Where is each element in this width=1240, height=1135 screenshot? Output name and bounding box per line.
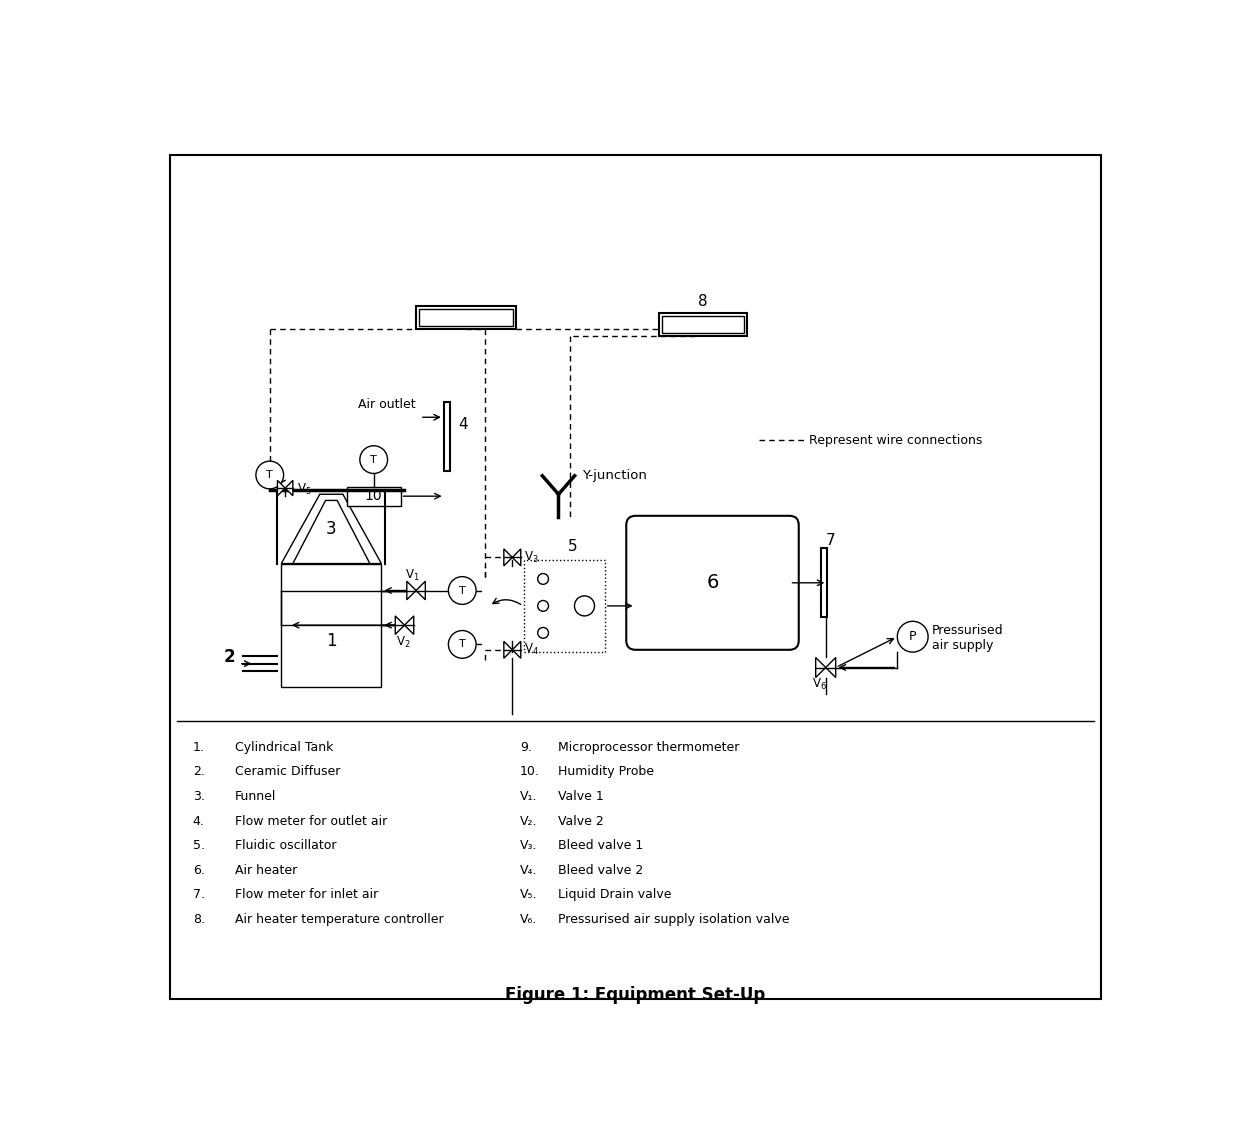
- Bar: [662, 317, 744, 334]
- Text: V₆.: V₆.: [520, 914, 537, 926]
- Text: V$_5$: V$_5$: [296, 482, 311, 497]
- Text: V₅.: V₅.: [520, 889, 537, 901]
- Text: 7: 7: [826, 533, 835, 548]
- Text: 1: 1: [326, 631, 337, 649]
- Text: 3.: 3.: [192, 790, 205, 802]
- Bar: [444, 402, 450, 471]
- Text: 5.: 5.: [192, 839, 205, 852]
- Text: 4: 4: [459, 418, 467, 432]
- Bar: [658, 313, 748, 336]
- Polygon shape: [417, 581, 425, 599]
- Text: T: T: [267, 470, 273, 480]
- FancyBboxPatch shape: [626, 515, 799, 650]
- Text: Bleed valve 2: Bleed valve 2: [558, 864, 644, 877]
- Polygon shape: [285, 480, 293, 496]
- Text: Air heater: Air heater: [236, 864, 298, 877]
- Text: Humidity Probe: Humidity Probe: [558, 765, 655, 779]
- Text: V$_3$: V$_3$: [523, 549, 538, 565]
- Text: V$_4$: V$_4$: [523, 642, 538, 657]
- Text: V$_6$: V$_6$: [812, 676, 827, 692]
- Text: Air heater temperature controller: Air heater temperature controller: [236, 914, 444, 926]
- Polygon shape: [512, 549, 521, 566]
- Text: Funnel: Funnel: [236, 790, 277, 802]
- Text: Flow meter for outlet air: Flow meter for outlet air: [236, 815, 387, 827]
- Circle shape: [449, 631, 476, 658]
- Text: 1.: 1.: [192, 741, 205, 754]
- Text: V₂.: V₂.: [520, 815, 537, 827]
- Text: 3: 3: [326, 520, 337, 538]
- Text: 9.: 9.: [520, 741, 532, 754]
- Text: Pressurised: Pressurised: [932, 624, 1003, 637]
- Polygon shape: [281, 494, 382, 564]
- Text: Microprocessor thermometer: Microprocessor thermometer: [558, 741, 740, 754]
- Text: Cylindrical Tank: Cylindrical Tank: [236, 741, 334, 754]
- Bar: [523, 560, 605, 653]
- Bar: [281, 564, 382, 687]
- Text: Represent wire connections: Represent wire connections: [808, 434, 982, 447]
- Text: air supply: air supply: [932, 639, 993, 653]
- Text: V$_1$: V$_1$: [405, 568, 419, 582]
- Text: P: P: [909, 630, 916, 644]
- Text: 2: 2: [223, 648, 236, 666]
- Text: 6: 6: [707, 573, 719, 592]
- Text: 2.: 2.: [192, 765, 205, 779]
- Polygon shape: [503, 549, 512, 566]
- Text: Bleed valve 1: Bleed valve 1: [558, 839, 644, 852]
- Polygon shape: [512, 641, 521, 658]
- Text: Y-junction: Y-junction: [582, 469, 646, 481]
- Text: T: T: [459, 586, 466, 596]
- Bar: [821, 548, 827, 617]
- Text: 8: 8: [698, 294, 708, 309]
- Polygon shape: [404, 616, 414, 634]
- Text: V₃.: V₃.: [520, 839, 537, 852]
- Circle shape: [449, 577, 476, 604]
- Bar: [347, 487, 401, 506]
- Text: Liquid Drain valve: Liquid Drain valve: [558, 889, 672, 901]
- Polygon shape: [396, 616, 404, 634]
- Text: Figure 1: Equipment Set-Up: Figure 1: Equipment Set-Up: [506, 986, 765, 1003]
- Polygon shape: [407, 581, 417, 599]
- Text: Pressurised air supply isolation valve: Pressurised air supply isolation valve: [558, 914, 790, 926]
- Text: Ceramic Diffuser: Ceramic Diffuser: [236, 765, 341, 779]
- Text: Valve 1: Valve 1: [558, 790, 604, 802]
- Circle shape: [538, 573, 548, 585]
- Text: V$_2$: V$_2$: [396, 634, 410, 649]
- Polygon shape: [826, 657, 836, 678]
- Text: 5: 5: [568, 538, 577, 554]
- Bar: [419, 309, 513, 326]
- Circle shape: [898, 621, 928, 653]
- Polygon shape: [278, 480, 285, 496]
- Text: 6.: 6.: [192, 864, 205, 877]
- Text: 8.: 8.: [192, 914, 205, 926]
- Bar: [417, 305, 516, 329]
- Circle shape: [538, 628, 548, 638]
- Polygon shape: [293, 501, 370, 564]
- Circle shape: [538, 600, 548, 612]
- Text: Flow meter for inlet air: Flow meter for inlet air: [236, 889, 378, 901]
- Text: Fluidic oscillator: Fluidic oscillator: [236, 839, 336, 852]
- Text: Air outlet: Air outlet: [358, 398, 417, 411]
- Text: 7.: 7.: [192, 889, 205, 901]
- Text: Valve 2: Valve 2: [558, 815, 604, 827]
- Text: V₄.: V₄.: [520, 864, 537, 877]
- Text: 10: 10: [365, 489, 382, 503]
- Polygon shape: [816, 657, 826, 678]
- Circle shape: [255, 461, 284, 489]
- Circle shape: [574, 596, 594, 616]
- Text: T: T: [459, 639, 466, 649]
- Text: T: T: [371, 455, 377, 464]
- Text: 4.: 4.: [192, 815, 205, 827]
- Circle shape: [360, 446, 388, 473]
- Text: V₁.: V₁.: [520, 790, 537, 802]
- Text: 10.: 10.: [520, 765, 539, 779]
- Polygon shape: [503, 641, 512, 658]
